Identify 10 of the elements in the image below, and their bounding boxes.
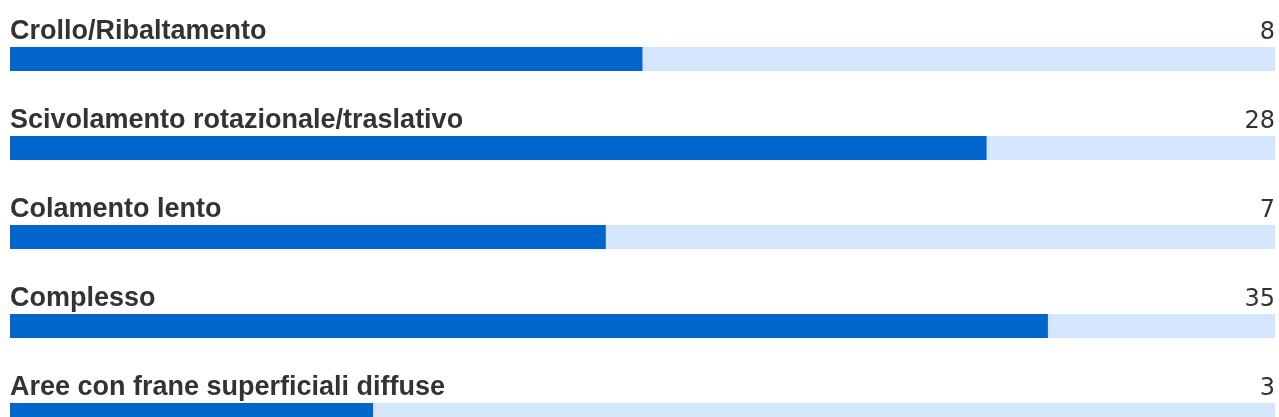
data-label: 3 [1259,373,1275,401]
data-label: 28 [1244,106,1275,134]
data-label: 7 [1259,195,1275,223]
y-tick-label: Colamento lento [10,193,222,223]
data-label: 8 [1259,17,1275,45]
y-tick-label: Aree con frane superficiali diffuse [10,371,446,401]
y-tick-label: Scivolamento rotazionale/traslativo [10,104,464,134]
data-label: 35 [1244,284,1275,312]
y-tick-label: Complesso [10,282,156,312]
y-tick-label: Crollo/Ribaltamento [10,15,267,45]
